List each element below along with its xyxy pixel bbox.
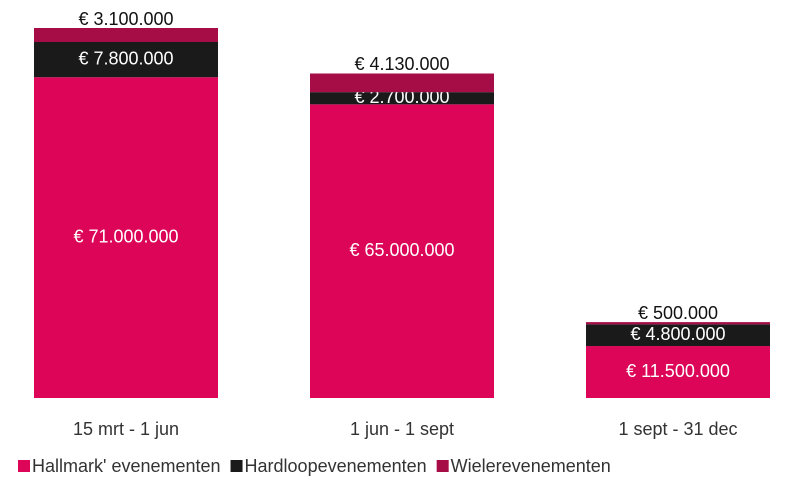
bar-segment xyxy=(586,346,770,398)
data-label: € 3.100.000 xyxy=(78,9,173,29)
legend-label: Hardloopevenementen xyxy=(245,456,427,476)
data-label: € 4.130.000 xyxy=(354,54,449,74)
legend-label: Hallmark' evenementen xyxy=(32,456,221,476)
bar-segment xyxy=(34,28,218,43)
x-tick-label: 15 mrt - 1 jun xyxy=(73,419,179,439)
data-label: € 65.000.000 xyxy=(349,240,454,260)
data-label: € 7.800.000 xyxy=(78,48,173,68)
x-tick-label: 1 jun - 1 sept xyxy=(350,419,454,439)
data-label: € 500.000 xyxy=(638,303,718,323)
legend-swatch xyxy=(436,460,449,472)
legend-swatch xyxy=(230,460,243,472)
data-label: € 11.500.000 xyxy=(626,361,730,381)
legend-swatch xyxy=(18,460,30,472)
bar-segment xyxy=(310,92,494,105)
x-tick-label: 1 sept - 31 dec xyxy=(618,419,737,439)
bar-segment xyxy=(310,104,494,398)
bar-segment xyxy=(586,324,770,347)
bar-segment xyxy=(34,77,218,398)
data-label: € 71.000.000 xyxy=(73,226,178,246)
bar-segment xyxy=(310,73,494,93)
data-label: € 4.800.000 xyxy=(630,324,725,344)
bar-segment xyxy=(34,42,218,78)
legend-label: Wielerevenementen xyxy=(451,456,611,476)
bar-segment xyxy=(586,322,770,325)
